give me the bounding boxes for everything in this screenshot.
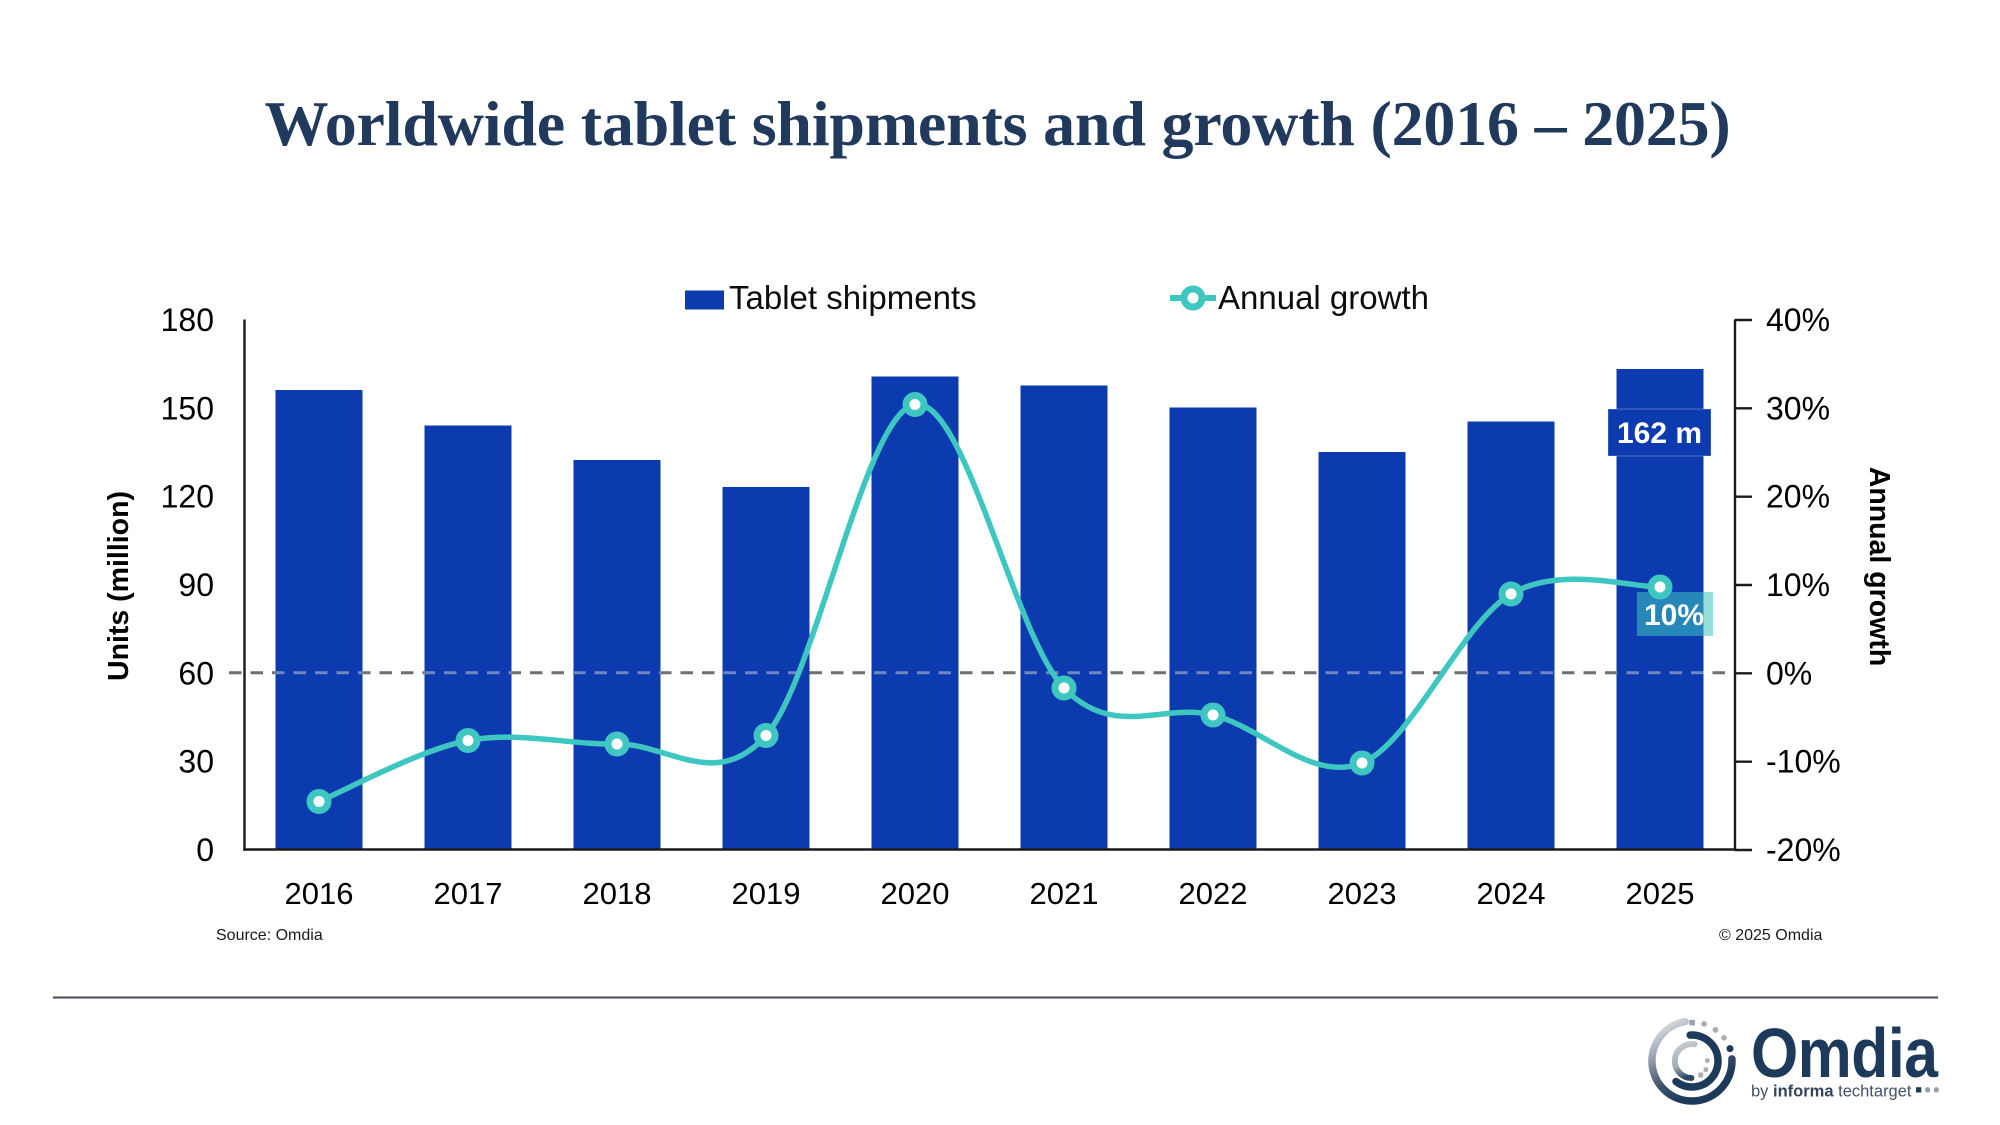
svg-text:© 2025 Omdia: © 2025 Omdia (1719, 927, 1823, 944)
svg-text:180: 180 (161, 302, 214, 338)
svg-text:2016: 2016 (285, 876, 354, 911)
svg-text:0: 0 (196, 832, 214, 868)
svg-text:Omdia: Omdia (1751, 1014, 1939, 1092)
svg-text:10%: 10% (1644, 599, 1704, 632)
svg-text:2025: 2025 (1626, 876, 1695, 911)
svg-text:Units (million): Units (million) (103, 491, 135, 681)
svg-text:Worldwide tablet shipments and: Worldwide tablet shipments and growth (2… (264, 88, 1730, 159)
svg-text:10%: 10% (1766, 567, 1830, 603)
svg-text:Tablet shipments: Tablet shipments (729, 279, 977, 316)
svg-text:2022: 2022 (1179, 876, 1248, 911)
svg-text:-10%: -10% (1766, 744, 1841, 780)
svg-text:30: 30 (178, 744, 214, 780)
svg-text:2019: 2019 (732, 876, 801, 911)
svg-text:2024: 2024 (1477, 876, 1546, 911)
svg-text:2018: 2018 (583, 876, 652, 911)
svg-text:Annual growth: Annual growth (1218, 279, 1429, 316)
svg-text:90: 90 (178, 567, 214, 603)
svg-text:2021: 2021 (1030, 876, 1099, 911)
svg-text:2017: 2017 (434, 876, 503, 911)
svg-text:0%: 0% (1766, 655, 1812, 691)
svg-text:40%: 40% (1766, 302, 1830, 338)
svg-text:2023: 2023 (1328, 876, 1397, 911)
svg-text:120: 120 (161, 479, 214, 515)
svg-text:30%: 30% (1766, 390, 1830, 426)
svg-text:60: 60 (178, 655, 214, 691)
svg-text:162 m: 162 m (1617, 417, 1702, 450)
svg-text:Annual growth: Annual growth (1863, 467, 1895, 666)
svg-text:Source: Omdia: Source: Omdia (216, 927, 323, 944)
svg-text:20%: 20% (1766, 479, 1830, 515)
svg-text:2020: 2020 (881, 876, 950, 911)
svg-text:150: 150 (161, 390, 214, 426)
svg-text:by informa techtarget: by informa techtarget (1751, 1083, 1912, 1101)
svg-text:-20%: -20% (1766, 832, 1841, 868)
